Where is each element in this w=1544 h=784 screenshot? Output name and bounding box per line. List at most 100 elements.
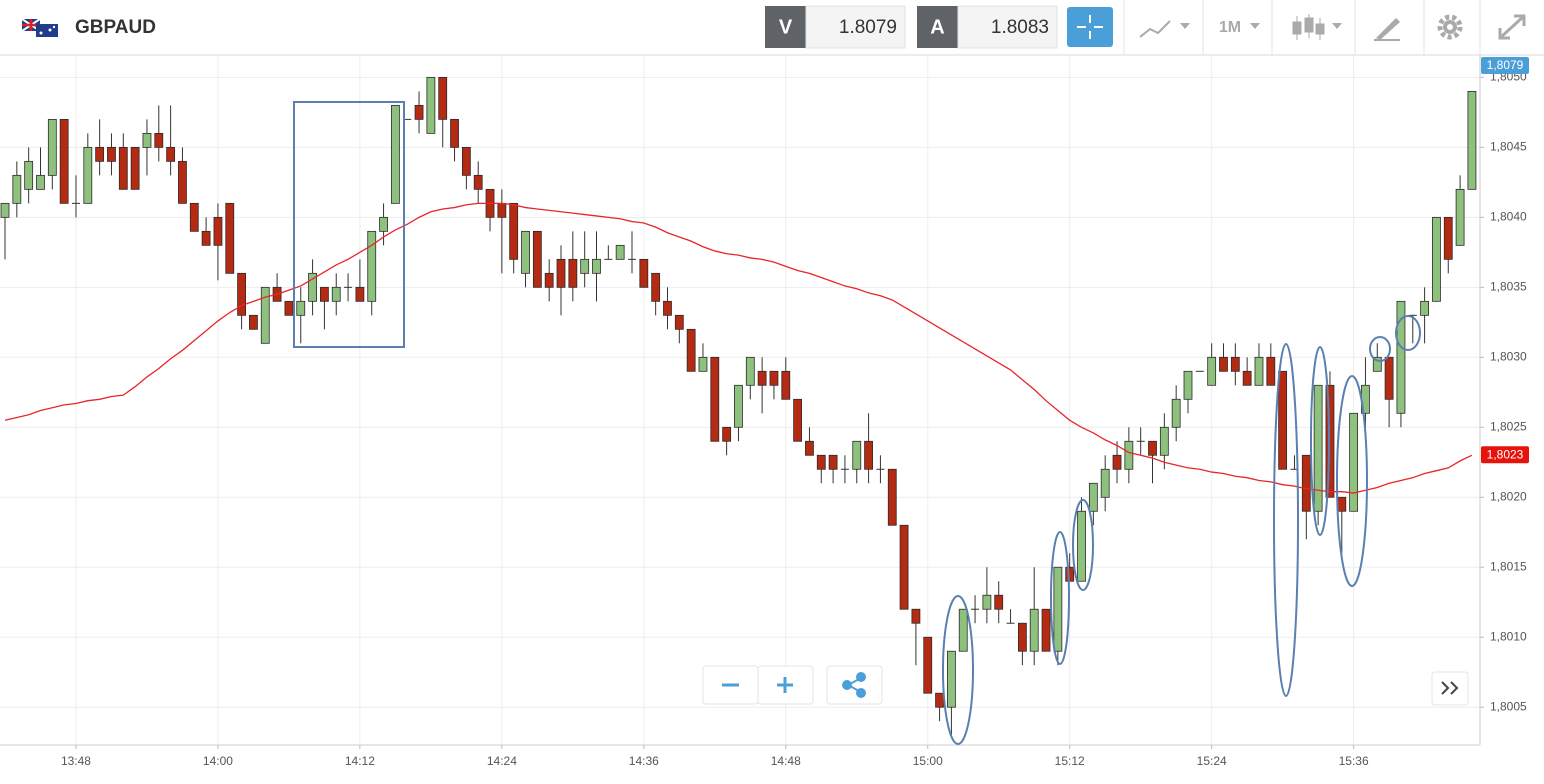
x-tick-label: 14:24	[487, 754, 517, 768]
ma-badge	[1481, 446, 1529, 464]
candle-body	[1266, 356, 1276, 386]
candle-body	[532, 230, 542, 288]
candle-body	[249, 314, 258, 330]
toolbar: GBPAUD V 1.8079 A 1.8083 1M	[0, 0, 1544, 56]
candle-body	[1065, 566, 1075, 582]
candle-body	[1041, 608, 1051, 652]
candle-body	[994, 594, 1004, 610]
candle-body	[36, 174, 45, 190]
candle-body	[958, 608, 968, 652]
candle-body	[438, 76, 448, 120]
candle-body	[1254, 356, 1264, 386]
symbol: GBPAUD	[75, 17, 156, 38]
candle-body	[130, 146, 140, 190]
candle-body	[1219, 356, 1228, 372]
ma-label: 1,8023	[1487, 447, 1524, 461]
scroll-latest-icon	[1441, 681, 1459, 695]
candle-body	[674, 314, 684, 330]
timeframe-button[interactable]: 1M	[1219, 19, 1260, 36]
candle-body	[1230, 356, 1240, 372]
x-tick-label: 15:12	[1055, 754, 1085, 768]
candle-body	[1337, 496, 1347, 512]
candle-body	[793, 398, 803, 442]
last-price-badge	[1481, 57, 1529, 74]
candle-body	[225, 202, 235, 274]
candle-body	[1100, 468, 1110, 498]
candle-body	[1159, 426, 1169, 456]
candle-body	[1372, 356, 1382, 372]
share-button[interactable]	[826, 665, 883, 705]
ask-box	[957, 5, 1058, 49]
candle-body	[745, 356, 755, 386]
candle-body	[201, 230, 211, 246]
zoom-controls	[702, 665, 1469, 706]
candle-body	[461, 146, 471, 176]
candle-body	[781, 370, 791, 400]
settings-button[interactable]	[1437, 14, 1463, 40]
candle-body	[568, 258, 578, 288]
candle-body	[1207, 356, 1217, 386]
candle-body	[47, 118, 57, 176]
candle-body	[1148, 440, 1157, 456]
candle-body	[450, 118, 459, 148]
candle-body	[1171, 398, 1181, 428]
annotation-ellipse	[1336, 375, 1368, 587]
indicator-button[interactable]	[1139, 20, 1190, 38]
share-icon	[842, 672, 866, 698]
candle-body	[828, 454, 838, 470]
candle-body	[816, 454, 826, 470]
candle-body	[426, 76, 436, 134]
candle-body	[414, 104, 424, 120]
candle-body	[1432, 216, 1441, 302]
x-tick-label: 14:12	[345, 754, 375, 768]
candle-body	[95, 146, 105, 162]
candle-body	[1301, 454, 1311, 512]
candle-body	[615, 244, 625, 260]
candle-body	[521, 230, 530, 274]
candle-body	[308, 272, 317, 302]
candle-body	[1349, 412, 1359, 512]
candle-body	[1278, 370, 1288, 470]
ask-button[interactable]	[917, 6, 958, 48]
candle-body	[83, 146, 93, 204]
candle-body	[592, 258, 601, 274]
candle-body	[887, 468, 897, 526]
candle-body	[284, 300, 294, 316]
annotation-ellipse	[1273, 343, 1299, 697]
ask-label: A	[930, 16, 944, 38]
candle-body	[663, 300, 672, 316]
ask-price: 1.8083	[991, 17, 1049, 38]
bid-button[interactable]	[765, 6, 806, 48]
candle-body	[24, 160, 34, 190]
annotation-ellipse	[1050, 531, 1070, 665]
candle-body	[0, 202, 10, 218]
fullscreen-button[interactable]	[1498, 14, 1526, 40]
candle-body	[651, 272, 661, 302]
candle-body	[639, 258, 649, 288]
candle-body	[142, 132, 152, 148]
y-tick-label: 1,8035	[1490, 280, 1527, 294]
scroll-latest-button[interactable]	[1431, 671, 1469, 706]
chart-type-button[interactable]	[1292, 14, 1342, 40]
y-tick-label: 1,8040	[1490, 210, 1527, 224]
candle-body	[1313, 384, 1323, 512]
y-tick-label: 1,8020	[1490, 489, 1527, 503]
bid-box	[805, 5, 906, 49]
flag-icon	[21, 18, 58, 37]
candle-body	[367, 230, 377, 302]
bid-label: V	[779, 16, 793, 38]
candle-body	[1112, 454, 1122, 470]
bid-price: 1.8079	[839, 17, 897, 38]
y-tick-label: 1,8005	[1490, 699, 1527, 713]
drawing-button[interactable]	[1374, 18, 1400, 41]
toolbar-separators	[1123, 0, 1481, 55]
x-tick-label: 15:24	[1197, 754, 1227, 768]
candle-body	[509, 202, 519, 260]
x-tick-label: 14:00	[203, 754, 233, 768]
candle-body	[544, 272, 554, 288]
annotation-ellipse	[1395, 315, 1421, 351]
candle-body	[686, 328, 696, 372]
y-tick-label: 1,8015	[1490, 559, 1527, 573]
candle-body	[864, 440, 873, 470]
crosshair-button[interactable]	[1067, 7, 1113, 47]
